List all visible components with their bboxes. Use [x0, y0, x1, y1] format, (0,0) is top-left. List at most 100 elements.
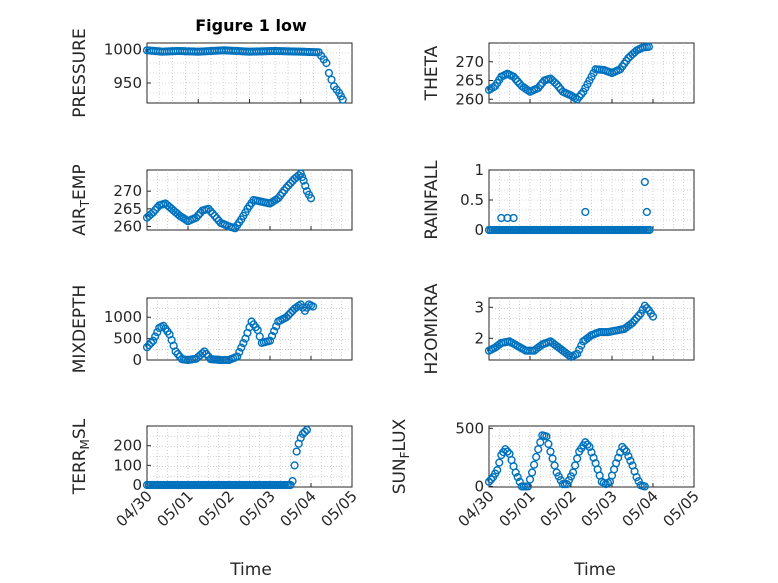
data-point: [233, 352, 242, 361]
figure-title: Figure 1 low: [195, 16, 307, 35]
data-point: [327, 75, 336, 84]
data-point: [282, 313, 291, 322]
data-point: [573, 454, 582, 463]
data-point: [239, 339, 248, 348]
data-point: [210, 211, 219, 220]
data-point: [147, 210, 156, 219]
data-point: [562, 479, 572, 489]
y-tick-label: 270: [455, 53, 484, 71]
y-axis-label: AIRTEMP: [70, 164, 92, 235]
data-point: [282, 183, 291, 192]
data-point: [640, 301, 649, 310]
data-point: [585, 332, 594, 341]
y-tick-label: 260: [113, 217, 142, 235]
data-point: [495, 458, 504, 467]
data-point: [636, 309, 645, 318]
data-point: [515, 477, 524, 486]
data-point: [294, 301, 303, 310]
data-point: [265, 336, 275, 345]
data-point: [324, 68, 334, 78]
data-point: [493, 466, 502, 475]
data-point: [546, 447, 555, 456]
y-tick-label: 1000: [104, 308, 142, 326]
data-point: [620, 445, 629, 454]
data-point: [640, 482, 649, 491]
data-point: [624, 452, 633, 461]
data-point: [208, 209, 217, 218]
y-tick-label: 0: [132, 476, 142, 494]
y-tick-label: 0: [474, 477, 484, 495]
y-tick-label: 500: [113, 330, 142, 348]
data-point: [290, 461, 299, 470]
y-tick-label: 0: [132, 351, 142, 369]
data-point: [634, 477, 643, 486]
data-point: [634, 311, 643, 320]
data-point: [284, 181, 293, 190]
data-point: [212, 214, 221, 223]
data-point: [286, 179, 295, 188]
data-point: [529, 460, 539, 469]
data-point: [523, 482, 533, 491]
data-point: [618, 442, 627, 452]
subplot-7: 010020004/3005/0105/0205/0305/0405/05TER…: [70, 418, 361, 530]
data-point: [204, 204, 213, 213]
data-point: [270, 327, 279, 336]
data-point: [532, 452, 541, 462]
data-point: [632, 473, 641, 482]
data-point: [632, 314, 641, 323]
data-point: [509, 213, 518, 223]
y-tick-label: 500: [455, 419, 484, 437]
data-point: [486, 475, 496, 484]
x-axis-label-right: Time: [573, 560, 616, 580]
data-point: [583, 440, 592, 449]
data-point: [509, 72, 518, 81]
data-point: [338, 95, 347, 104]
data-point: [284, 311, 293, 320]
data-point: [534, 445, 543, 454]
y-tick-label: 265: [455, 72, 484, 90]
data-point: [503, 447, 512, 456]
data-point: [642, 207, 651, 217]
data-point: [149, 336, 158, 345]
data-point: [300, 427, 309, 437]
data-point: [550, 461, 559, 470]
data-point: [550, 78, 559, 87]
data-point: [306, 194, 316, 203]
data-point: [308, 302, 318, 311]
data-point: [622, 447, 631, 456]
data-point: [511, 74, 520, 84]
data-point: [237, 343, 246, 352]
y-axis-label: MIXDEPTH: [70, 285, 90, 374]
y-tick-label: 1000: [104, 41, 142, 59]
y-axis-label: TERRMSL: [70, 418, 92, 495]
data-point: [267, 331, 277, 341]
data-point: [648, 312, 658, 321]
data-point: [513, 473, 522, 482]
data-point: [296, 433, 305, 442]
data-point: [542, 432, 551, 441]
data-point: [151, 332, 160, 341]
data-point: [513, 77, 522, 86]
data-point: [235, 347, 244, 357]
y-axis-label: THETA: [422, 45, 442, 101]
y-tick-label: 2: [474, 329, 484, 347]
data-point: [292, 447, 301, 456]
y-axis-label: SUNFLUX: [390, 418, 412, 494]
data-point: [194, 211, 203, 220]
y-tick-label: 200: [113, 437, 142, 455]
y-tick-label: 0.5: [460, 191, 484, 209]
data-point: [581, 207, 590, 217]
data-point: [566, 472, 576, 481]
data-point: [575, 345, 584, 354]
x-axis-label-left: Time: [229, 560, 272, 580]
data-point: [525, 475, 535, 484]
data-point: [206, 207, 215, 216]
data-point: [151, 205, 160, 215]
data-point: [527, 468, 537, 477]
data-point: [511, 468, 520, 477]
data-point: [302, 425, 312, 435]
